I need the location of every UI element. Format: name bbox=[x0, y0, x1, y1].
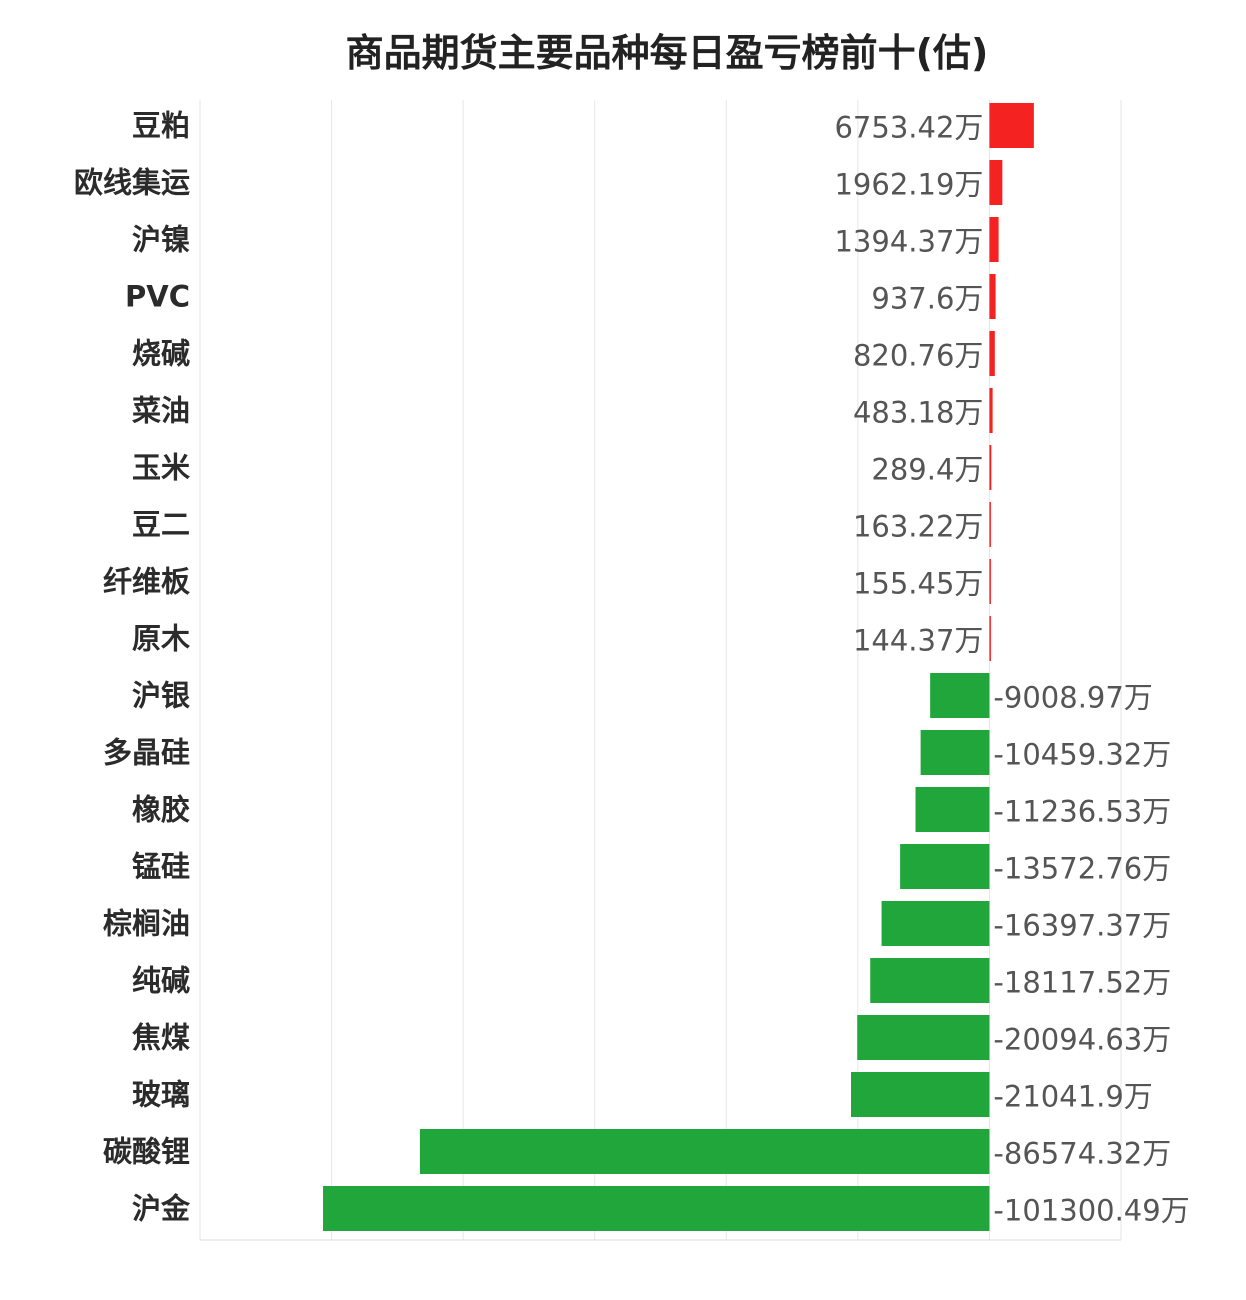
bar-6 bbox=[989, 445, 992, 490]
category-label: 豆二 bbox=[132, 508, 190, 542]
value-label: 483.18万 bbox=[853, 396, 983, 430]
category-label: 锰硅 bbox=[132, 850, 190, 884]
bar-19 bbox=[323, 1186, 990, 1231]
value-label: -13572.76万 bbox=[993, 852, 1171, 886]
category-label: 多晶硅 bbox=[103, 736, 190, 770]
category-label: PVC bbox=[125, 280, 190, 314]
category-label: 玻璃 bbox=[132, 1078, 190, 1112]
category-label: 焦煤 bbox=[132, 1021, 190, 1055]
category-label: 橡胶 bbox=[132, 793, 190, 827]
category-label: 碳酸锂 bbox=[103, 1135, 190, 1169]
value-label: -10459.32万 bbox=[993, 738, 1171, 772]
value-label: 289.4万 bbox=[871, 453, 983, 487]
bar-15 bbox=[870, 958, 990, 1003]
value-label: -20094.63万 bbox=[993, 1023, 1171, 1057]
value-label: 163.22万 bbox=[853, 510, 983, 544]
category-label: 沪金 bbox=[132, 1192, 191, 1226]
value-label: 1394.37万 bbox=[834, 225, 983, 259]
category-label: 原木 bbox=[132, 622, 190, 656]
value-label: -9008.97万 bbox=[993, 681, 1152, 715]
category-label: 纯碱 bbox=[132, 964, 190, 998]
bar-13 bbox=[900, 844, 990, 889]
bar-4 bbox=[989, 331, 995, 376]
bar-18 bbox=[419, 1129, 990, 1174]
bar-2 bbox=[989, 217, 999, 262]
value-label: 155.45万 bbox=[853, 567, 983, 601]
value-label: 6753.42万 bbox=[834, 111, 983, 145]
bar-10 bbox=[930, 673, 990, 718]
bar-5 bbox=[989, 388, 993, 433]
bar-0 bbox=[989, 103, 1034, 148]
bar-17 bbox=[851, 1072, 990, 1117]
category-label: 欧线集运 bbox=[74, 166, 190, 200]
bar-8 bbox=[989, 559, 991, 604]
chart-title: 商品期货主要品种每日盈亏榜前十(估) bbox=[345, 31, 989, 75]
value-label: -18117.52万 bbox=[993, 966, 1171, 1000]
value-label: -11236.53万 bbox=[993, 795, 1171, 829]
category-label: 沪银 bbox=[132, 679, 190, 713]
bar-11 bbox=[920, 730, 990, 775]
category-label: 玉米 bbox=[132, 451, 190, 485]
category-label: 菜油 bbox=[132, 394, 190, 428]
category-label: 烧碱 bbox=[132, 337, 190, 371]
value-label: -101300.49万 bbox=[993, 1194, 1189, 1228]
category-label: 沪镍 bbox=[132, 223, 190, 257]
value-label: -16397.37万 bbox=[993, 909, 1171, 943]
value-label: 937.6万 bbox=[871, 282, 983, 316]
value-label: -86574.32万 bbox=[993, 1137, 1171, 1171]
bar-14 bbox=[881, 901, 990, 946]
value-label: 144.37万 bbox=[853, 624, 983, 658]
bar-layer bbox=[323, 103, 1034, 1231]
bar-3 bbox=[989, 274, 996, 319]
bar-1 bbox=[989, 160, 1003, 205]
category-label: 豆粕 bbox=[132, 109, 190, 143]
value-label: 1962.19万 bbox=[834, 168, 983, 202]
bar-9 bbox=[989, 616, 991, 661]
category-label: 纤维板 bbox=[103, 565, 191, 599]
value-label: -21041.9万 bbox=[993, 1080, 1152, 1114]
bar-12 bbox=[915, 787, 990, 832]
grid-layer bbox=[199, 100, 1122, 1241]
value-label: 820.76万 bbox=[853, 339, 983, 373]
bar-16 bbox=[857, 1015, 990, 1060]
category-label: 棕榈油 bbox=[103, 907, 190, 941]
bar-7 bbox=[989, 502, 991, 547]
